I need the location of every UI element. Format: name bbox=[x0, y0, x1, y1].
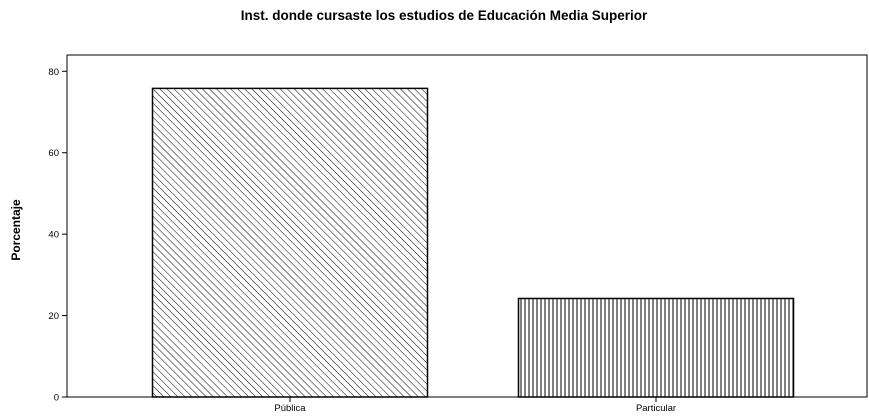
y-tick-label: 0 bbox=[54, 393, 59, 404]
y-tick-label: 60 bbox=[48, 148, 59, 159]
y-tick-label: 40 bbox=[48, 230, 59, 241]
chart-title: Inst. donde cursaste los estudios de Edu… bbox=[241, 8, 648, 23]
y-tick-label: 80 bbox=[48, 67, 59, 78]
y-axis: 0 20 40 60 80 bbox=[48, 67, 67, 404]
plot-frame bbox=[66, 54, 868, 398]
bar-particular bbox=[517, 297, 795, 398]
x-tick-label: Particular bbox=[636, 403, 676, 414]
x-tick-label: Pública bbox=[274, 403, 306, 414]
bar-publica bbox=[151, 87, 429, 398]
bars-group bbox=[151, 87, 795, 398]
y-tick-label: 20 bbox=[48, 311, 59, 322]
y-axis-label: Porcentaje bbox=[9, 199, 23, 261]
x-axis: Pública Particular bbox=[274, 397, 676, 414]
